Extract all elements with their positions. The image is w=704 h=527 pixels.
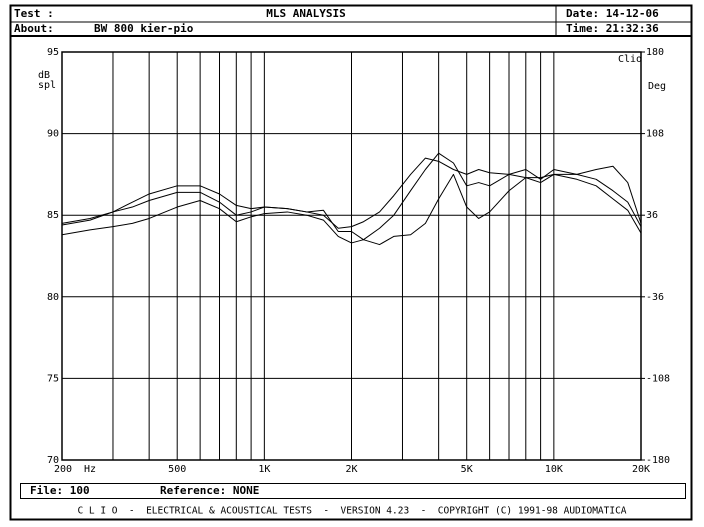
y2-axis-label: Deg xyxy=(648,81,666,92)
reference: Reference: NONE xyxy=(160,484,259,497)
y-axis-label: spl xyxy=(38,80,56,91)
y2-tick-label: 36 xyxy=(646,210,658,221)
series-line xyxy=(61,173,642,246)
y-axis-label: dB xyxy=(38,70,50,81)
y-tick-label: 95 xyxy=(47,47,59,58)
footer-box xyxy=(20,483,686,499)
file: File: 100 xyxy=(30,484,90,497)
time: Time: 21:32:36 xyxy=(566,22,659,35)
y-tick-label: 75 xyxy=(47,373,59,384)
y-tick-label: 80 xyxy=(47,292,59,303)
x-unit: Hz xyxy=(84,464,96,475)
y-tick-label: 90 xyxy=(47,129,59,140)
x-tick-label: 200 xyxy=(54,464,72,475)
y-tick-label: 70 xyxy=(47,455,59,466)
series-line xyxy=(61,157,642,229)
test-label: Test : xyxy=(14,7,54,20)
footer: C L I O - ELECTRICAL & ACOUSTICAL TESTS … xyxy=(77,506,626,517)
chart-title: MLS ANALYSIS xyxy=(266,7,345,20)
y2-tick-label: -36 xyxy=(646,292,664,303)
plot-frame xyxy=(61,51,642,461)
y2-tick-label: 180 xyxy=(646,47,664,58)
x-tick-label: 500 xyxy=(168,464,186,475)
y2-tick-label: -180 xyxy=(646,455,670,466)
y2-tick-label: 108 xyxy=(646,129,664,140)
x-tick-label: 5K xyxy=(461,464,473,475)
y-tick-label: 85 xyxy=(47,210,59,221)
x-tick-label: 1K xyxy=(258,464,270,475)
date: Date: 14-12-06 xyxy=(566,7,659,20)
about-label: About: xyxy=(14,22,54,35)
x-tick-label: 10K xyxy=(545,464,563,475)
y2-tick-label: -108 xyxy=(646,373,670,384)
series-line xyxy=(61,152,642,241)
about: BW 800 kier-pio xyxy=(94,22,194,35)
x-tick-label: 2K xyxy=(345,464,357,475)
x-tick-label: 20K xyxy=(632,464,650,475)
brand: Clio xyxy=(618,54,642,65)
outer-frame xyxy=(9,4,693,521)
